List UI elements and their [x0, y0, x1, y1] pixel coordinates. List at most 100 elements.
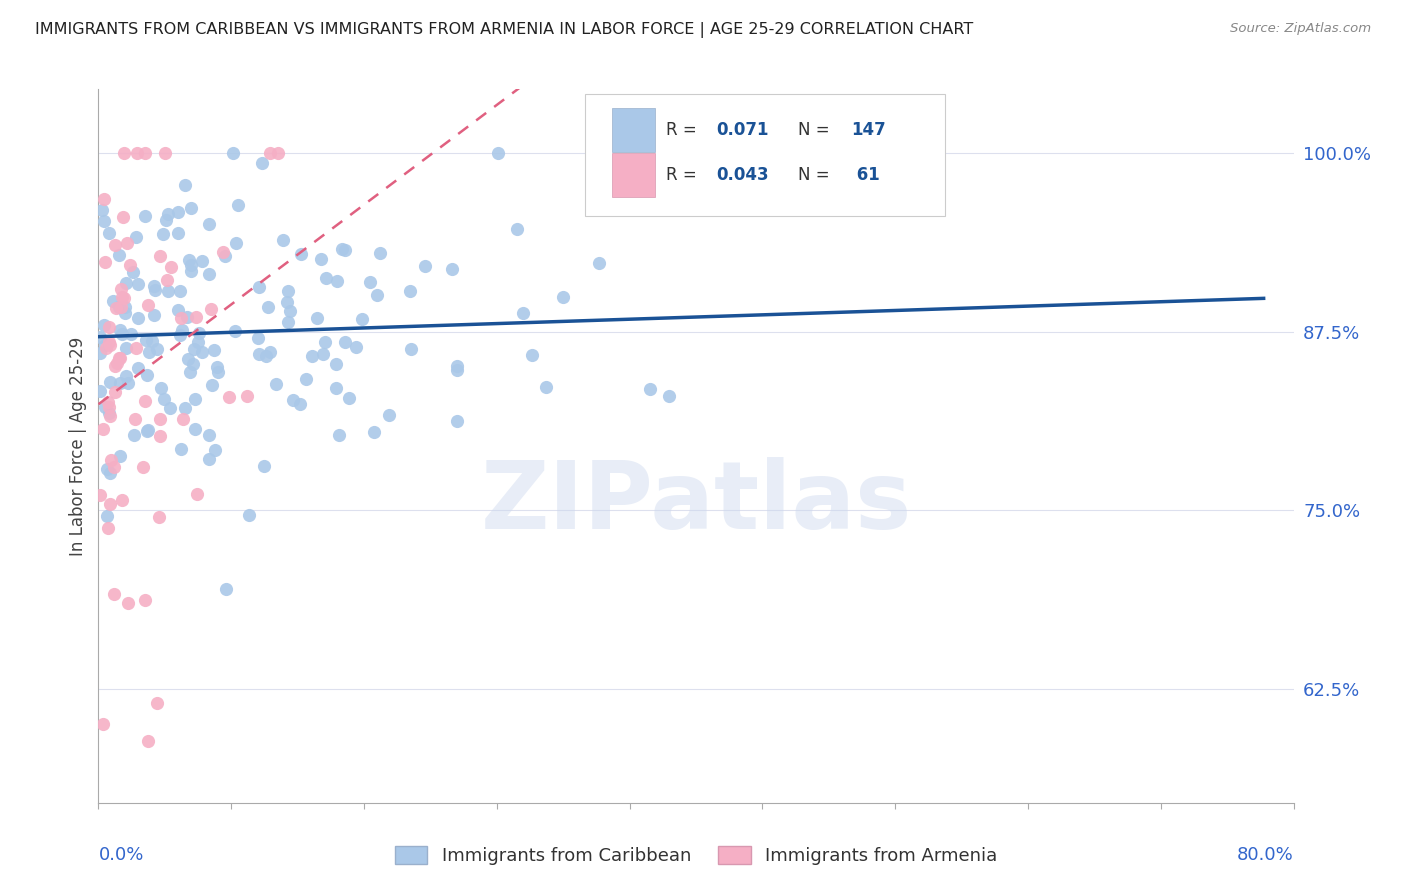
Text: 0.071: 0.071	[716, 121, 769, 139]
Point	[150, 381, 173, 395]
Point	[107, 356, 129, 370]
Point	[136, 734, 159, 748]
Point	[277, 315, 299, 329]
Point	[124, 428, 146, 442]
Point	[247, 347, 270, 361]
Point	[127, 277, 149, 292]
Point	[94, 400, 117, 414]
Point	[115, 369, 138, 384]
Point	[91, 717, 114, 731]
Point	[198, 451, 221, 466]
Point	[100, 497, 122, 511]
Point	[112, 292, 135, 306]
Point	[266, 377, 288, 392]
Point	[127, 310, 149, 325]
Point	[446, 359, 468, 374]
Point	[176, 310, 198, 324]
Point	[108, 248, 131, 262]
Point	[290, 247, 312, 261]
Point	[148, 509, 170, 524]
Point	[177, 352, 200, 367]
Point	[141, 334, 163, 348]
Point	[124, 412, 146, 426]
Text: 80.0%: 80.0%	[1237, 846, 1294, 863]
Point	[153, 392, 176, 407]
Point	[201, 377, 224, 392]
Point	[93, 318, 115, 333]
Point	[104, 385, 127, 400]
Point	[127, 360, 149, 375]
Point	[640, 382, 662, 396]
Point	[309, 252, 332, 266]
Point	[226, 198, 249, 212]
Point	[142, 278, 165, 293]
Point	[112, 146, 135, 161]
Point	[172, 412, 194, 426]
Point	[114, 306, 136, 320]
Y-axis label: In Labor Force | Age 25-29: In Labor Force | Age 25-29	[69, 336, 87, 556]
Point	[104, 359, 127, 373]
Point	[312, 346, 335, 360]
Point	[108, 300, 131, 314]
Point	[536, 380, 558, 394]
Point	[152, 227, 174, 242]
Point	[254, 349, 277, 363]
Point	[149, 412, 172, 426]
Point	[344, 340, 367, 354]
Point	[187, 334, 209, 349]
Point	[156, 207, 179, 221]
Point	[212, 245, 235, 260]
Point	[98, 335, 121, 350]
Point	[108, 376, 131, 390]
Point	[250, 156, 273, 170]
Point	[110, 282, 132, 296]
Point	[97, 401, 120, 415]
Point	[108, 351, 131, 365]
Point	[657, 389, 679, 403]
Point	[271, 234, 294, 248]
Point	[191, 253, 214, 268]
Point	[97, 320, 120, 334]
Point	[167, 204, 190, 219]
Point	[134, 592, 156, 607]
Point	[93, 214, 115, 228]
Legend: Immigrants from Caribbean, Immigrants from Armenia: Immigrants from Caribbean, Immigrants fr…	[395, 847, 997, 865]
Point	[281, 392, 304, 407]
Point	[146, 696, 169, 710]
Point	[333, 334, 356, 349]
Point	[378, 408, 401, 422]
Point	[214, 249, 236, 263]
Point	[307, 310, 329, 325]
Text: N =: N =	[797, 166, 834, 184]
Point	[280, 303, 302, 318]
Point	[252, 459, 274, 474]
Point	[97, 406, 120, 420]
Text: R =: R =	[666, 166, 702, 184]
Point	[277, 284, 299, 298]
Text: 0.043: 0.043	[716, 166, 769, 184]
Point	[89, 330, 111, 344]
Point	[366, 288, 388, 302]
Point	[225, 235, 247, 250]
Point	[97, 395, 120, 409]
Point	[315, 270, 337, 285]
Point	[93, 193, 115, 207]
Point	[155, 146, 177, 161]
Point	[588, 256, 610, 270]
Text: 61: 61	[852, 166, 880, 184]
Point	[337, 391, 360, 405]
Point	[399, 285, 422, 299]
FancyBboxPatch shape	[613, 153, 655, 196]
Point	[333, 243, 356, 257]
Point	[100, 409, 122, 423]
Point	[134, 393, 156, 408]
Point	[207, 365, 229, 379]
Text: ZIPatlas: ZIPatlas	[481, 457, 911, 549]
Point	[117, 376, 139, 390]
Point	[149, 249, 172, 263]
Point	[191, 344, 214, 359]
Point	[446, 414, 468, 428]
Point	[486, 146, 509, 161]
Point	[180, 201, 202, 215]
Point	[121, 265, 143, 279]
